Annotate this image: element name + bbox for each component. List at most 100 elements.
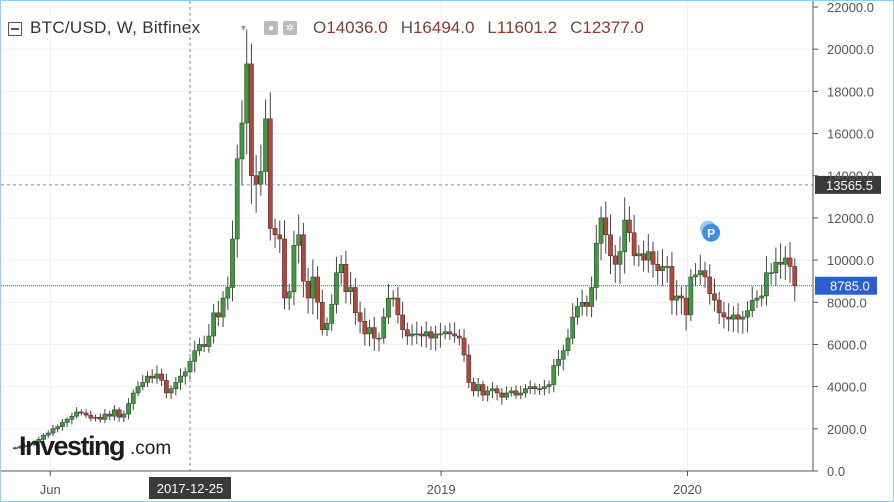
candle-up bbox=[225, 287, 231, 299]
candle-down bbox=[721, 312, 727, 318]
crosshair-price-label: 13565.5 bbox=[826, 178, 873, 193]
candle-up bbox=[504, 392, 509, 398]
candle-down bbox=[78, 411, 84, 414]
candle-up bbox=[381, 316, 387, 339]
candle-up bbox=[409, 333, 415, 337]
candle-down bbox=[272, 228, 278, 236]
candle-down bbox=[400, 314, 405, 330]
candle-up bbox=[433, 333, 439, 339]
candle-down bbox=[650, 251, 656, 265]
price-axis[interactable]: 0.0 2000.0 4000.0 6000.0 8000.0 10000.0 12000.… bbox=[812, 1, 874, 479]
candle-down bbox=[513, 390, 519, 396]
watermark-brand: Investing bbox=[19, 431, 124, 461]
time-tick-label: 2019 bbox=[427, 482, 456, 497]
crosshair-price-badge bbox=[815, 175, 881, 194]
candle-up bbox=[36, 439, 42, 443]
price-tick-label: 18000.0 bbox=[827, 84, 874, 99]
candle-down bbox=[655, 264, 661, 271]
candle-up bbox=[296, 234, 302, 246]
candle-down bbox=[792, 266, 798, 286]
eye-icon[interactable]: ● bbox=[264, 21, 278, 35]
candle-up bbox=[740, 316, 746, 320]
candle-up bbox=[45, 432, 51, 436]
time-tick-label: 2020 bbox=[673, 482, 702, 497]
candle-down bbox=[253, 175, 259, 185]
candle-up bbox=[263, 118, 268, 172]
candle-up bbox=[645, 251, 651, 261]
candle-up bbox=[126, 403, 131, 415]
candle-down bbox=[88, 414, 94, 419]
candle-down bbox=[319, 302, 325, 330]
candle-down bbox=[282, 238, 287, 299]
candle-up bbox=[64, 419, 70, 423]
candle-down bbox=[277, 234, 283, 240]
candle-up bbox=[145, 375, 150, 383]
symbol-title[interactable]: BTC/USD, W, Bitfinex bbox=[30, 18, 201, 37]
candle-up bbox=[782, 257, 788, 265]
price-tick-label: 0.0 bbox=[827, 464, 845, 479]
candle-down bbox=[608, 234, 613, 257]
candle-down bbox=[267, 118, 273, 229]
candle-up bbox=[60, 422, 65, 427]
candle-up bbox=[69, 415, 75, 420]
time-axis[interactable]: Jun 2019 2020 2017-12-25 bbox=[1, 470, 813, 499]
candle-up bbox=[234, 158, 240, 240]
watermark-suffix: .com bbox=[130, 438, 171, 459]
candle-down bbox=[343, 264, 349, 292]
candle-up bbox=[537, 388, 542, 390]
candle-down bbox=[702, 270, 708, 278]
candle-down bbox=[641, 253, 646, 261]
candle-up bbox=[485, 390, 491, 396]
candle-down bbox=[456, 335, 462, 339]
symbol-caret-icon[interactable]: ▾ bbox=[241, 22, 247, 34]
last-price-badge bbox=[815, 276, 877, 295]
price-tick-label: 10000.0 bbox=[827, 253, 874, 268]
candle-down bbox=[249, 63, 254, 176]
price-tick-label: 12000.0 bbox=[827, 211, 874, 226]
chart-overlay: 8785.0 13565.5 P bbox=[1, 1, 881, 471]
candle-up bbox=[764, 272, 769, 297]
candle-up bbox=[334, 272, 339, 305]
high-value: 16494.0 bbox=[412, 18, 475, 37]
candle-down bbox=[201, 344, 207, 347]
candle-down bbox=[778, 261, 783, 265]
candle-down bbox=[679, 295, 684, 299]
last-price-label: 8785.0 bbox=[830, 279, 870, 294]
candle-down bbox=[362, 321, 368, 335]
candle-down bbox=[159, 373, 164, 381]
candle-up bbox=[12, 447, 18, 450]
candle-up bbox=[390, 297, 396, 300]
candle-up bbox=[414, 333, 420, 336]
candle-down bbox=[480, 384, 486, 396]
candle-up bbox=[26, 444, 32, 446]
candle-up bbox=[697, 270, 703, 276]
candle-down bbox=[301, 234, 306, 282]
gear-icon[interactable]: ✲ bbox=[283, 21, 297, 35]
candle-up bbox=[211, 312, 216, 337]
candle-up bbox=[50, 428, 56, 434]
candle-up bbox=[93, 416, 98, 419]
candle-down bbox=[471, 382, 476, 392]
candle-up bbox=[130, 392, 136, 404]
candle-up bbox=[749, 299, 755, 311]
candle-up bbox=[102, 413, 108, 420]
candle-up bbox=[376, 337, 382, 340]
collapse-legend-button[interactable] bbox=[8, 22, 22, 36]
candle-up bbox=[173, 382, 179, 389]
candle-down bbox=[83, 412, 89, 416]
candle-up bbox=[168, 388, 174, 394]
candle-up bbox=[286, 291, 292, 299]
candle-down bbox=[428, 331, 434, 339]
candle-down bbox=[149, 375, 155, 379]
candle-up bbox=[745, 310, 750, 318]
candle-down bbox=[603, 217, 609, 236]
candle-down bbox=[395, 297, 401, 316]
candle-down bbox=[461, 337, 467, 356]
candle-down bbox=[631, 232, 637, 257]
candle-up bbox=[570, 316, 576, 339]
candle-down bbox=[215, 312, 221, 318]
candle-up bbox=[475, 384, 481, 392]
candle-up bbox=[773, 261, 779, 273]
